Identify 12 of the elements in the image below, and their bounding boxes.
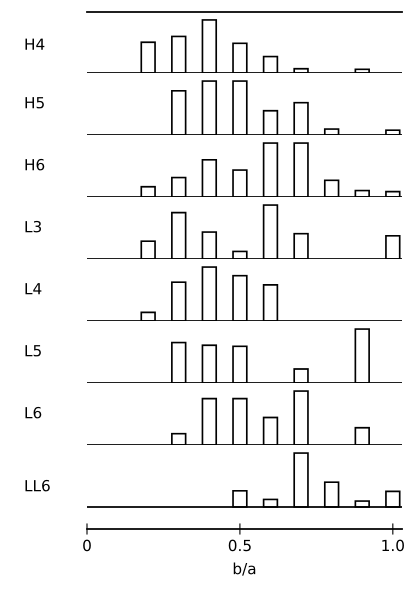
text: L4 [26,283,42,294]
text: H5 [26,97,44,108]
text: L3 [26,220,42,232]
text: LL6 [26,480,50,492]
text: L6 [26,406,42,418]
x-tick-label: 0 [83,540,91,552]
text: L5 [26,345,41,356]
text: H6 [26,158,44,170]
text: H4 [26,38,44,50]
x-tick-label: 1.0 [382,540,404,552]
x-axis-title: b/a [234,562,256,576]
x-tick-label: 0.5 [228,540,251,552]
